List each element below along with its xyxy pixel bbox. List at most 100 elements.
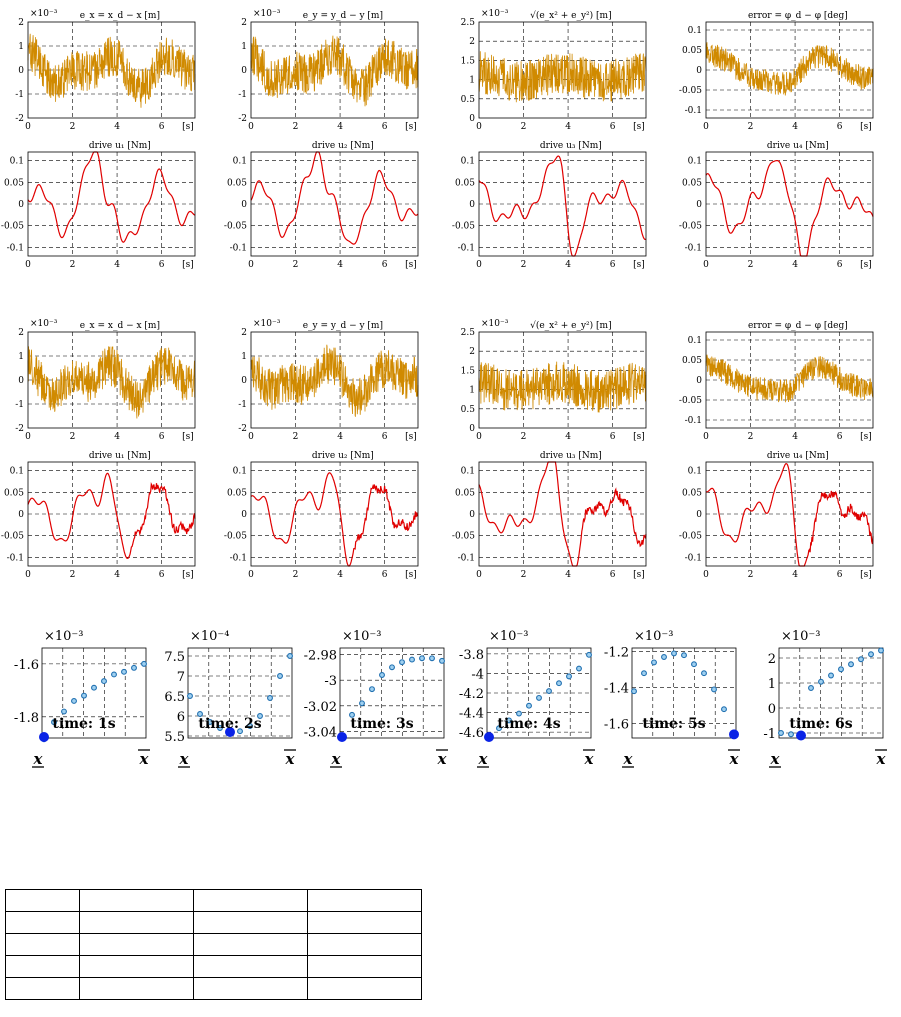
plot-panel: drive u₄ [Nm]0.10.050-0.05-0.10 2 4 6 [s] [679, 141, 874, 270]
y-tick-label: -0.05 [1, 532, 24, 542]
scale-factor: ×10⁻³ [481, 9, 509, 19]
y-tick-label: 0 [768, 702, 776, 717]
plot-frame [41, 647, 147, 739]
interval-plot: ×10⁻³ -2.98 -3 -3.02 -3.04 time: 3s x x [304, 629, 448, 768]
plot-frame [250, 461, 419, 567]
x-tick-label: 4 [114, 432, 120, 442]
table-row [5, 955, 422, 978]
x-tick-label: 2 [70, 122, 76, 132]
x-tick-label: 2 [293, 570, 299, 580]
time-label: time: 5s [642, 716, 705, 732]
y-tick-label: -0.05 [679, 532, 702, 542]
data-point [701, 670, 707, 677]
lower-bound-label: x [478, 750, 489, 768]
x-axis-unit: [s] [182, 122, 194, 132]
x-tick-label: 0 [703, 570, 709, 580]
x-tick-label: 6 [159, 432, 165, 442]
x-tick-label: 0 [476, 260, 482, 270]
y-tick-label: -2 [238, 114, 247, 124]
table-row [5, 889, 422, 912]
scale-factor: ×10⁻⁴ [190, 629, 230, 644]
data-point [721, 706, 727, 713]
plot-title: drive u₃ [Nm] [540, 451, 602, 461]
y-tick-label: -0.1 [458, 553, 475, 563]
lower-bound-label: x [623, 750, 634, 768]
x-tick-label: 0 [703, 122, 709, 132]
data-point [631, 688, 637, 695]
lower-bound-label: x [179, 750, 190, 768]
plot-title: e_x = x_d − x [m] [80, 321, 160, 331]
y-tick-label: 1 [768, 677, 776, 692]
y-tick-label: -0.1 [685, 106, 702, 116]
data-point [287, 653, 293, 659]
x-axis-unit: [s] [405, 122, 417, 132]
data-point [101, 678, 107, 685]
x-tick-label: 6 [159, 260, 165, 270]
current-point-marker [39, 732, 49, 742]
y-tick-label: 1 [18, 42, 24, 52]
plot-frame [705, 331, 874, 429]
y-tick-label: 0.1 [688, 157, 702, 167]
x-tick-label: 2 [521, 432, 527, 442]
current-point-marker [729, 729, 739, 740]
y-tick-label: -1 [15, 400, 24, 410]
y-tick-label: 0.05 [682, 488, 702, 498]
y-tick-label: 0 [241, 66, 247, 76]
plot-frame [478, 151, 647, 257]
y-tick-label: 1 [241, 352, 247, 362]
upper-bound-label: x [876, 750, 887, 768]
lower-bound-label: x [770, 750, 781, 768]
x-axis-unit: [s] [860, 260, 872, 270]
y-tick-label: -0.1 [7, 243, 24, 253]
x-tick-label: 2 [748, 260, 754, 270]
data-point [61, 708, 67, 715]
signal-line [478, 51, 647, 103]
x-tick-label: 0 [476, 570, 482, 580]
data-point [651, 659, 657, 666]
x-tick-label: 6 [610, 260, 616, 270]
y-tick-label: -0.1 [230, 243, 247, 253]
x-axis-unit: [s] [633, 122, 645, 132]
data-point [496, 725, 502, 732]
x-tick-label: 6 [382, 432, 388, 442]
plot-title: √(e_x² + e_y²) [m] [530, 320, 611, 331]
data-point [868, 651, 874, 658]
x-tick-label: 4 [792, 432, 798, 442]
signal-line [705, 160, 874, 257]
x-tick-label: 2 [521, 122, 527, 132]
current-point-marker [796, 730, 806, 741]
upper-bound-label: x [139, 750, 150, 768]
table-cell [193, 889, 308, 912]
y-tick-label: -4.4 [459, 707, 484, 722]
y-tick-label: -0.05 [679, 86, 702, 96]
y-tick-label: -2 [15, 114, 24, 124]
plot-title: drive u₄ [Nm] [767, 141, 829, 151]
x-tick-label: 2 [293, 260, 299, 270]
y-tick-label: 0 [241, 200, 247, 210]
y-tick-label: 0.5 [461, 405, 476, 415]
x-tick-label: 4 [337, 260, 343, 270]
signal-line [478, 155, 647, 257]
y-tick-label: -3.8 [459, 648, 484, 663]
table-cell [79, 933, 194, 956]
scale-factor: ×10⁻³ [481, 319, 509, 329]
y-tick-label: -0.05 [679, 396, 702, 406]
plot-frame [339, 647, 445, 739]
data-point [207, 719, 213, 725]
plot-panel: √(e_x² + e_y²) [m] ×10⁻³ 2.5 2 1.5 1 0.5 00 2 4 6 [… [461, 9, 647, 132]
y-tick-label: 2 [18, 328, 24, 338]
table-cell [193, 911, 308, 934]
x-tick-label: 2 [70, 260, 76, 270]
table-cell [79, 955, 194, 978]
x-tick-label: 6 [159, 122, 165, 132]
data-point [187, 693, 193, 699]
time-label: time: 3s [350, 716, 413, 732]
scale-factor: ×10⁻³ [489, 629, 529, 644]
y-tick-label: -4.2 [459, 687, 484, 702]
x-tick-label: 2 [748, 122, 754, 132]
x-tick-label: 4 [792, 260, 798, 270]
x-tick-label: 0 [703, 260, 709, 270]
y-tick-label: -1 [763, 727, 776, 742]
table-cell [5, 933, 80, 956]
